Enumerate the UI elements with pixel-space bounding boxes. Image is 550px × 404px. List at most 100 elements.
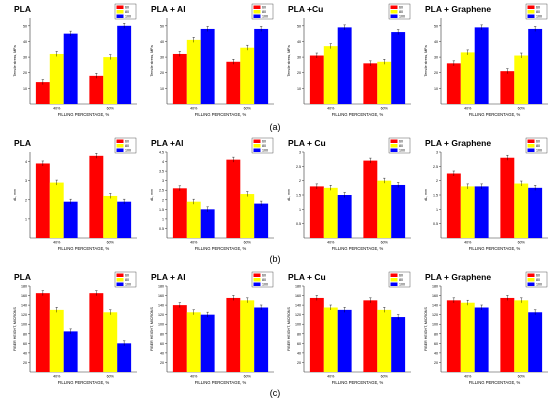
y-tick-label: 20 [434, 71, 438, 75]
y-tick-label: 3 [299, 151, 301, 155]
bar-80-1 [514, 183, 529, 238]
x-axis-label: FILLING PERCENTAGE, % [195, 380, 247, 385]
legend-label-80: 80 [262, 144, 266, 148]
bar-80-1 [514, 55, 529, 104]
legend-swatch-80 [253, 144, 261, 148]
chart-panel-8: PLA + Graphene 0.5 1 1.5 2 2.5 3 dL, mm 40% 60%FI… [424, 137, 548, 251]
x-tick-label: 40% [464, 107, 472, 111]
chart-panel-1: PLA 10 20 30 40 50 Tensile stress, MPa 40% 60%FI… [13, 3, 137, 117]
y-tick-label: 20 [160, 361, 164, 365]
legend-swatch-80 [116, 10, 124, 14]
legend-label-100: 100 [125, 149, 131, 153]
y-tick-label: 100 [158, 323, 164, 327]
legend-swatch-80 [390, 10, 398, 14]
bar-80-0 [460, 52, 475, 104]
bar-100-1 [528, 187, 543, 238]
y-tick-label: 20 [297, 361, 301, 365]
bar-80-0 [186, 201, 201, 238]
legend-label-100: 100 [399, 15, 405, 19]
legend-swatch-100 [527, 14, 535, 18]
y-axis-label: dL, mm [150, 189, 154, 201]
y-tick-label: 30 [160, 56, 164, 60]
legend-label-60: 60 [536, 140, 540, 144]
y-tick-label: 60 [23, 342, 27, 346]
y-tick-label: 40 [160, 351, 164, 355]
y-tick-label: 120 [295, 313, 301, 317]
y-tick-label: 80 [23, 332, 27, 336]
legend-swatch-100 [253, 148, 261, 152]
legend-label-80: 80 [536, 144, 540, 148]
y-tick-label: 40 [23, 351, 27, 355]
bar-80-1 [103, 312, 118, 372]
legend-label-100: 100 [399, 283, 405, 287]
legend-label-60: 60 [262, 140, 266, 144]
bar-60-1 [226, 159, 241, 238]
x-axis-label: FILLING PERCENTAGE, % [469, 112, 521, 117]
bar-60-1 [89, 75, 104, 104]
y-tick-label: 1 [436, 208, 438, 212]
y-tick-label: 40 [434, 40, 438, 44]
y-tick-label: 140 [21, 304, 27, 308]
x-tick-label: 60% [244, 241, 252, 245]
legend-swatch-60 [253, 139, 261, 143]
chart-panel-2: PLA + Al 10 20 30 40 50 Tensile stress, MPa 40%… [150, 3, 274, 117]
bar-60-0 [35, 293, 50, 372]
x-axis-label: FILLING PERCENTAGE, % [332, 112, 384, 117]
legend-swatch-60 [116, 273, 124, 277]
legend-swatch-100 [116, 282, 124, 286]
y-tick-label: 2.5 [433, 165, 438, 169]
y-tick-label: 20 [23, 361, 27, 365]
y-tick-label: 1.5 [159, 208, 164, 212]
y-axis-label: FIBER HEIGHT, MICRONS [287, 307, 291, 351]
y-tick-label: 40 [160, 40, 164, 44]
legend-label-80: 80 [399, 278, 403, 282]
chart-title: PLA [14, 4, 31, 14]
bar-100-0 [337, 195, 352, 238]
legend-label-60: 60 [536, 274, 540, 278]
chart-title: PLA + Cu [288, 138, 326, 148]
legend-label-80: 80 [536, 278, 540, 282]
legend-swatch-60 [390, 273, 398, 277]
x-tick-label: 60% [381, 241, 389, 245]
x-axis-label: FILLING PERCENTAGE, % [58, 112, 110, 117]
legend-label-80: 80 [125, 10, 129, 14]
bar-100-1 [117, 201, 132, 238]
legend-swatch-80 [253, 10, 261, 14]
y-axis-label: FIBER HEIGHT, MICRONS [424, 307, 428, 351]
x-axis-label: FILLING PERCENTAGE, % [469, 246, 521, 251]
chart-title: PLA + Graphene [425, 4, 491, 14]
bar-80-0 [460, 302, 475, 372]
legend-swatch-80 [527, 10, 535, 14]
legend-swatch-80 [116, 144, 124, 148]
legend-label-60: 60 [399, 274, 403, 278]
x-tick-label: 60% [518, 241, 526, 245]
legend-swatch-100 [390, 14, 398, 18]
legend-swatch-60 [390, 139, 398, 143]
legend-swatch-100 [527, 282, 535, 286]
y-axis-label: Tensile stress, MPa [13, 45, 17, 76]
chart-title: PLA + Al [151, 272, 186, 282]
legend-label-60: 60 [262, 6, 266, 10]
x-tick-label: 40% [190, 107, 198, 111]
bar-80-0 [186, 312, 201, 372]
legend-swatch-80 [390, 144, 398, 148]
chart-panel-5: PLA 1 2 3 4 dL, mm 40% 60%FILLING PERCENTAGE, %… [13, 137, 137, 251]
bar-100-0 [474, 307, 489, 372]
y-tick-label: 2 [436, 179, 438, 183]
y-tick-label: 50 [297, 24, 301, 28]
y-tick-label: 1 [25, 217, 27, 221]
chart-panel-7: PLA + Cu 0.5 1 1.5 2 2.5 3 dL, mm 40% 60%FILLING … [287, 137, 411, 251]
legend-swatch-100 [253, 14, 261, 18]
y-tick-label: 40 [23, 40, 27, 44]
y-tick-label: 160 [295, 294, 301, 298]
y-axis-label: FIBER HEIGHT, MICRONS [150, 307, 154, 351]
y-tick-label: 0.5 [296, 222, 301, 226]
x-tick-label: 40% [53, 375, 61, 379]
bar-100-1 [528, 312, 543, 372]
bar-100-0 [337, 309, 352, 372]
legend-swatch-100 [253, 282, 261, 286]
x-tick-label: 40% [327, 375, 335, 379]
legend-label-60: 60 [125, 274, 129, 278]
bar-60-1 [500, 71, 515, 104]
y-tick-label: 4 [162, 160, 164, 164]
